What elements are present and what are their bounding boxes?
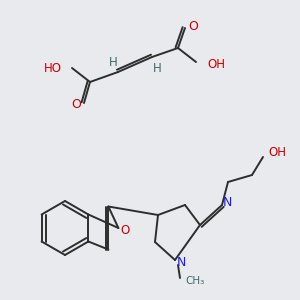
- Text: OH: OH: [268, 146, 286, 158]
- Text: HO: HO: [44, 61, 62, 74]
- Text: CH₃: CH₃: [185, 276, 204, 286]
- Text: N: N: [176, 256, 186, 268]
- Text: H: H: [109, 56, 117, 68]
- Text: N: N: [222, 196, 232, 209]
- Text: OH: OH: [207, 58, 225, 70]
- Text: O: O: [188, 20, 198, 32]
- Text: O: O: [71, 98, 81, 112]
- Text: O: O: [121, 224, 130, 238]
- Text: H: H: [153, 61, 161, 74]
